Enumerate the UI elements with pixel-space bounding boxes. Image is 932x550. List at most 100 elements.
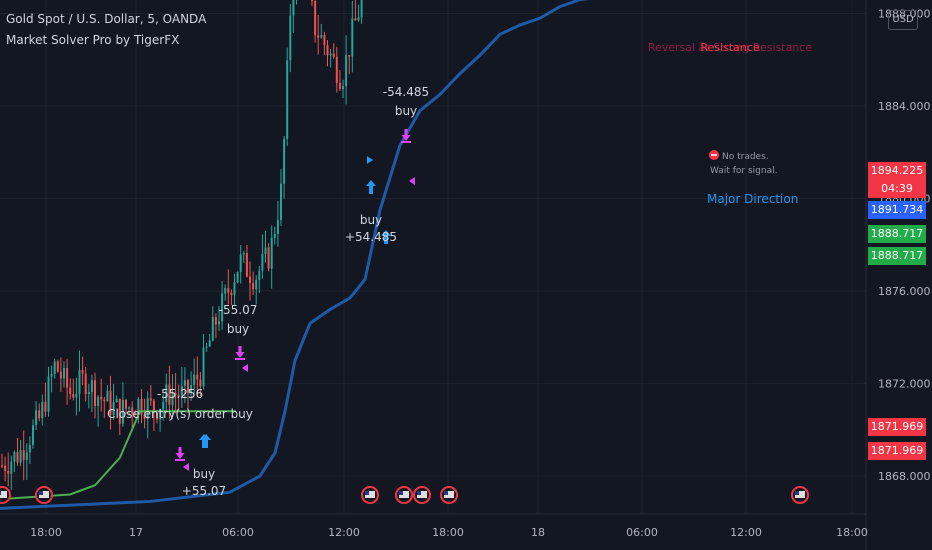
candle-body [78,369,81,394]
candle-body [152,400,155,413]
major-direction-label: Major Direction [707,192,798,206]
y-tick-label: 1872.000 [878,378,931,391]
candle-body [270,237,273,269]
buy-arrow-icon [381,230,391,244]
plot-area[interactable] [0,0,866,514]
signal-2-text: buy [227,322,249,336]
candle-body [118,399,121,424]
candle-body [193,374,196,385]
x-tick-label: 12:00 [730,526,762,539]
flag-stripes-icon [39,491,49,498]
wait-signal-label: Wait for signal. [710,166,777,176]
candle-body [165,384,168,402]
candle-body [121,399,124,424]
candle-body [103,399,106,402]
candle-body [75,393,78,398]
candle-body [196,374,199,380]
x-tick-label: 18:00 [432,526,464,539]
flag-stripes-icon [795,491,805,498]
candle-body [338,82,341,90]
x-tick-label: 18:00 [836,526,868,539]
exit-arrow-icon [175,447,185,459]
candle-body [227,288,230,293]
flag-canton-icon [399,491,403,495]
candle-body [329,53,332,56]
sell-triangle-icon [242,364,248,372]
candle-body [100,396,103,400]
candle-body [239,254,242,273]
candle-body [47,376,50,412]
currency-button[interactable]: USD [888,10,918,30]
candle-body [242,253,245,255]
candle-body [41,401,44,419]
candle-body [236,272,239,283]
candle-body [202,347,205,387]
candle-body [211,317,214,341]
candle-body [286,60,289,139]
candle-body [221,293,224,322]
candle-body [84,373,87,395]
candle-body [66,367,69,388]
y-tick-label: 1868.000 [878,470,931,483]
x-tick-label: 12:00 [328,526,360,539]
candle-body [233,282,236,295]
candle-body [63,367,65,379]
price-scale[interactable] [866,0,932,550]
signal-4-value: +54.485 [345,230,397,244]
candle-body [180,385,183,397]
candle-body [174,393,177,395]
candle-body [59,371,62,379]
red-price-tag-1: 1871.969 [868,418,926,436]
exit-arrow-icon [401,129,411,141]
candle-body [218,321,220,325]
flag-canton-icon [444,491,448,495]
candle-body [283,138,286,184]
candle-body [134,413,137,416]
candle-body [106,390,109,402]
buy-arrow-icon [201,434,211,448]
x-tick-label: 06:00 [626,526,658,539]
candle-body [159,409,162,420]
indicator-title: Market Solver Pro by TigerFX [6,33,180,47]
x-tick-label: 18:00 [30,526,62,539]
candle-body [10,461,13,474]
x-tick-label: 17 [129,526,143,539]
flag-canton-icon [795,491,799,495]
flag-canton-icon [0,491,1,495]
exit-arrow-icon [235,346,245,358]
candle-body [224,288,227,294]
flag-stripes-icon [0,491,7,498]
candle-body [267,247,270,269]
candle-body [351,18,354,57]
candle-body [264,247,267,255]
candle-body [13,452,16,462]
signal-1-value: -55.256 [157,387,203,401]
candle-body [156,412,158,420]
candle-body [199,379,202,387]
red-price-tag-2: 1871.969 [868,442,926,460]
green-price-tag-2: 1888.717 [868,247,926,265]
candle-body [72,394,75,398]
candle-body [323,35,326,46]
flag-stripes-icon [399,491,409,498]
signal-4-text: buy [360,213,382,227]
candle-body [168,384,171,405]
green-price-tag-1: 1888.717 [868,225,926,243]
candle-body [44,401,47,412]
time-scale[interactable] [0,514,866,550]
candle-body [97,396,100,407]
signal-5-value: +55.07 [182,484,226,498]
flag-stripes-icon [417,491,427,498]
bar-countdown-tag: 04:39 [868,180,926,198]
candle-body [326,45,329,56]
candle-body [280,183,282,221]
resistance-label: Resistance [700,41,760,54]
candle-body [32,425,34,446]
candle-body [357,17,360,21]
candle-body [115,399,118,402]
candle-body [314,1,317,36]
candle-body [190,384,193,393]
candle-body [109,390,112,416]
